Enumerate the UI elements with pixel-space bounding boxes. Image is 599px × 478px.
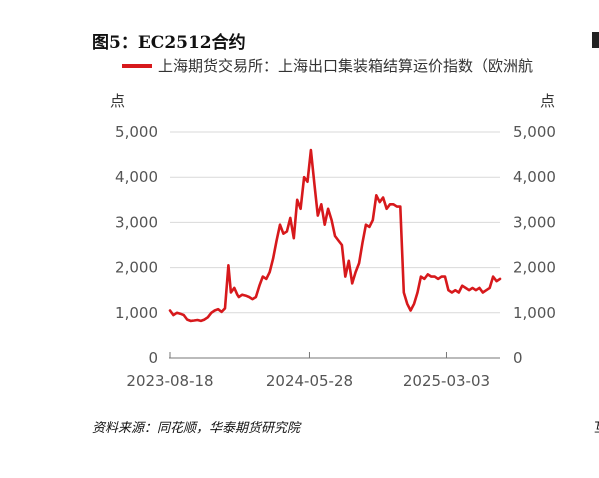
- line-chart: 0 0 1,000 1,000 2,000 2,000 3,000 3,000 4,000 4,0…: [110, 92, 556, 390]
- series-line: [168, 148, 502, 323]
- y-tick-label-left: 0: [148, 349, 158, 367]
- figure-title: 图5：EC2512合约: [92, 33, 246, 53]
- axes: 0 0 1,000 1,000 2,000 2,000 3,000 3,000 4,000 4,0…: [110, 92, 556, 390]
- x-tick-label: 2025-03-03: [403, 372, 490, 390]
- legend-label: 上海期货交易所：上海出口集装箱结算运价指数（欧洲航: [158, 57, 534, 75]
- y-tick-label-left: 5,000: [115, 123, 158, 141]
- y-tick-label-left: 1,000: [115, 304, 158, 322]
- x-tick-label: 2024-05-28: [266, 372, 353, 390]
- y-tick-label-left: 3,000: [115, 213, 158, 231]
- source-note: 资料来源：同花顺，华泰期货研究院: [92, 421, 301, 436]
- source-note-right-fragment: 互: [594, 417, 599, 436]
- legend-swatch: [122, 63, 152, 68]
- y-tick-label-left: 4,000: [115, 168, 158, 186]
- y-tick-label-left: 2,000: [115, 259, 158, 277]
- series-layer: [168, 148, 502, 323]
- y-tick-label-right: 5,000: [513, 123, 556, 141]
- right-edge-marker: [592, 32, 599, 48]
- y-unit-right: 点: [540, 92, 555, 110]
- y-unit-left: 点: [110, 92, 125, 110]
- y-tick-label-right: 3,000: [513, 213, 556, 231]
- y-tick-label-right: 1,000: [513, 304, 556, 322]
- y-tick-label-right: 4,000: [513, 168, 556, 186]
- x-tick-label: 2023-08-18: [126, 372, 213, 390]
- y-tick-label-right: 2,000: [513, 259, 556, 277]
- grid-lines: [170, 131, 500, 314]
- y-tick-label-right: 0: [513, 349, 523, 367]
- legend: 上海期货交易所：上海出口集装箱结算运价指数（欧洲航: [122, 55, 533, 76]
